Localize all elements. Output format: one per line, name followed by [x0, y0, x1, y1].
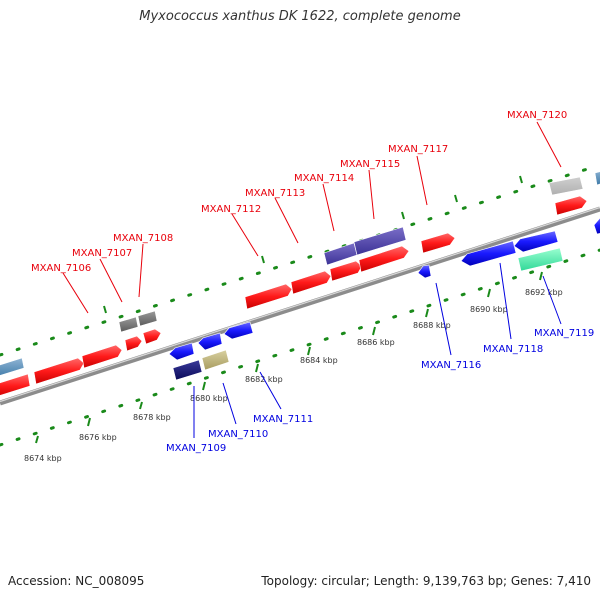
gene-arrow[interactable] — [142, 328, 162, 345]
scale-label: 8680 kbp — [190, 394, 228, 403]
gene-arrow[interactable] — [197, 332, 223, 351]
scale-tick — [539, 271, 543, 281]
reverse-genes[interactable] — [168, 217, 600, 381]
gene-arrow[interactable] — [81, 344, 123, 369]
leader-line-mxan-7113 — [274, 197, 299, 244]
leader-line-mxan-7115 — [368, 169, 375, 220]
gene-arrow[interactable] — [124, 335, 143, 352]
scale-label: 8690 kbp — [470, 305, 508, 314]
genome-title: Myxococcus xanthus DK 1622, complete gen… — [139, 9, 461, 24]
forward-dot-track — [0, 163, 600, 357]
scale-tick — [307, 346, 311, 356]
gene-arrow[interactable] — [417, 264, 432, 279]
leader-line-mxan-7107 — [99, 258, 123, 303]
scale-label: 8674 kbp — [24, 454, 62, 463]
leader-line-mxan-7108 — [138, 243, 144, 298]
gene-arrow[interactable] — [329, 260, 363, 282]
scale-tick — [372, 326, 376, 336]
gene-label[interactable]: MXAN_7115 — [340, 159, 400, 170]
gene-arrow[interactable] — [517, 247, 564, 272]
scale-tick — [454, 194, 458, 203]
leader-line-mxan-7116 — [435, 282, 452, 356]
leader-line-mxan-7111 — [259, 371, 282, 410]
gene-label[interactable]: MXAN_7117 — [388, 144, 448, 155]
gene-arrow[interactable] — [290, 270, 332, 295]
scale-tick — [519, 175, 523, 184]
scale-labels: 8674 kbp 8676 kbp 8678 kbp 8680 kbp 8682… — [24, 288, 563, 463]
gene-arrow[interactable] — [548, 176, 584, 196]
gene-label[interactable]: MXAN_7110 — [208, 429, 268, 440]
gene-arrow[interactable] — [0, 357, 25, 378]
leader-line-mxan-7120 — [536, 121, 562, 168]
gene-arrow[interactable] — [513, 230, 559, 253]
gene-arrow[interactable] — [594, 170, 600, 186]
gene-arrow[interactable] — [33, 357, 85, 385]
leader-line-mxan-7110 — [222, 382, 237, 425]
scale-label: 8692 kbp — [525, 288, 563, 297]
scale-tick — [103, 305, 107, 314]
leader-line-mxan-7112 — [231, 213, 259, 257]
leader-line-mxan-7114 — [322, 183, 335, 232]
gene-label[interactable]: MXAN_7112 — [201, 204, 261, 215]
gene-arrow[interactable] — [353, 226, 407, 256]
gene-arrow[interactable] — [460, 240, 517, 267]
gene-arrow[interactable] — [118, 316, 139, 333]
reverse-leader-lines — [193, 262, 562, 438]
genome-summary-text: Topology: circular; Length: 9,139,763 bp… — [261, 574, 591, 588]
genome-backbone-highlight — [0, 206, 600, 403]
leader-line-mxan-7118 — [499, 262, 512, 340]
gene-arrow[interactable] — [420, 232, 456, 254]
gene-arrow[interactable] — [168, 342, 195, 361]
gene-label[interactable]: MXAN_7120 — [507, 110, 567, 121]
scale-tick — [87, 417, 91, 427]
gene-label[interactable]: MXAN_7114 — [294, 173, 354, 184]
gene-arrow[interactable] — [201, 349, 230, 371]
scale-tick — [401, 211, 405, 220]
reverse-gene-labels: MXAN_7109 MXAN_7110 MXAN_7111 MXAN_7116 … — [166, 328, 594, 454]
gene-arrow[interactable] — [0, 373, 31, 398]
scale-tick — [425, 308, 429, 318]
scale-tick — [487, 288, 491, 298]
genome-backbone — [0, 206, 600, 406]
gene-arrow[interactable] — [358, 245, 410, 273]
scale-ticks — [35, 175, 543, 444]
scale-tick — [139, 401, 143, 410]
gene-label[interactable]: MXAN_7109 — [166, 443, 226, 454]
gene-label[interactable]: MXAN_7118 — [483, 344, 543, 355]
gene-arrow[interactable] — [554, 195, 588, 216]
gene-arrow[interactable] — [244, 283, 293, 310]
leader-line-mxan-7106 — [62, 272, 89, 314]
scale-label: 8686 kbp — [357, 338, 395, 347]
accession-text: Accession: NC_008095 — [8, 574, 145, 588]
gene-label[interactable]: MXAN_7108 — [113, 233, 173, 244]
scale-label: 8676 kbp — [79, 433, 117, 442]
scale-label: 8688 kbp — [413, 321, 451, 330]
scale-label: 8678 kbp — [133, 413, 171, 422]
scale-tick — [35, 435, 39, 444]
gene-label[interactable]: MXAN_7111 — [253, 414, 313, 425]
scale-label: 8684 kbp — [300, 356, 338, 365]
gene-label[interactable]: MXAN_7119 — [534, 328, 594, 339]
gene-arrow[interactable] — [172, 359, 203, 381]
gene-arrow[interactable] — [593, 217, 600, 235]
gene-arrow[interactable] — [323, 242, 358, 266]
scale-tick — [261, 255, 265, 264]
gene-label[interactable]: MXAN_7116 — [421, 360, 481, 371]
scale-tick — [202, 381, 206, 391]
gene-arrow[interactable] — [137, 310, 158, 327]
gene-label[interactable]: MXAN_7107 — [72, 248, 132, 259]
gene-arrow[interactable] — [223, 321, 254, 340]
forward-gene-labels: MXAN_7106 MXAN_7107 MXAN_7108 MXAN_7112 … — [31, 110, 567, 274]
gene-label[interactable]: MXAN_7106 — [31, 263, 91, 274]
gene-label[interactable]: MXAN_7113 — [245, 188, 305, 199]
leader-line-mxan-7119 — [542, 275, 562, 325]
forward-leader-lines — [62, 121, 562, 314]
forward-genes[interactable] — [0, 170, 600, 398]
scale-tick — [255, 363, 259, 373]
leader-line-mxan-7117 — [416, 155, 428, 206]
